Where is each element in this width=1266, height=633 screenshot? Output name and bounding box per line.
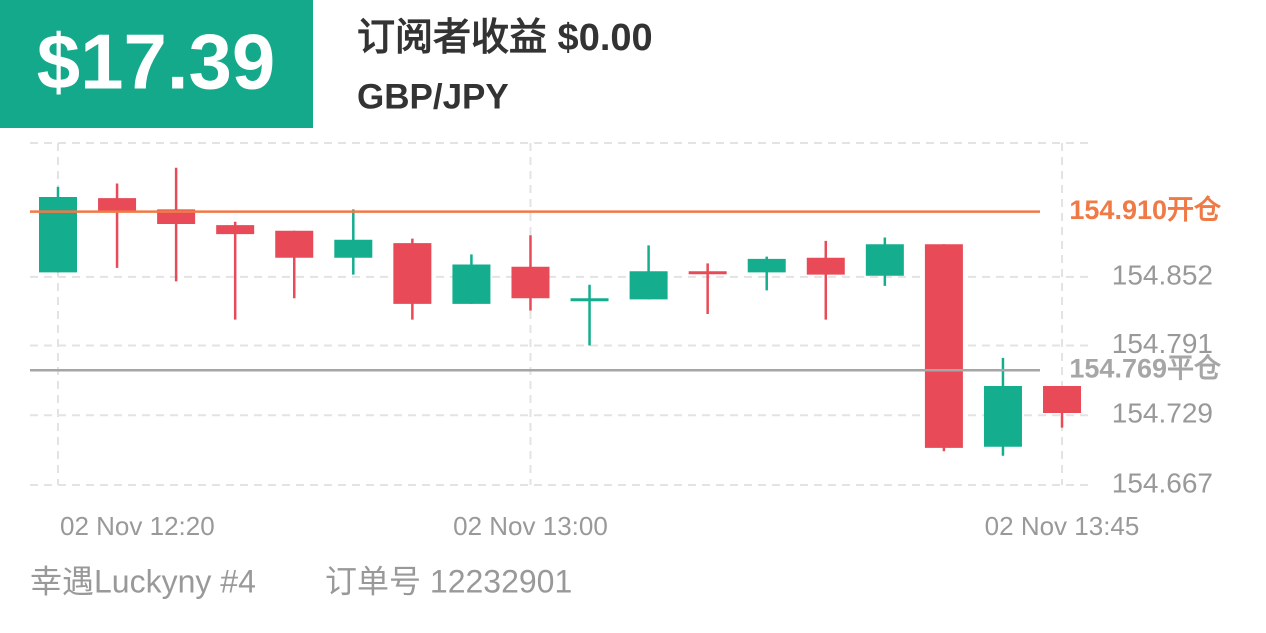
- close-line-label: 154.769平仓: [1069, 353, 1222, 383]
- user: 幸遇Luckyny #4: [30, 563, 256, 599]
- candle-body: [629, 271, 668, 300]
- x-tick-label: 02 Nov 13:00: [453, 511, 608, 541]
- candle-body: [865, 244, 904, 276]
- order: 订单号 12232901: [325, 563, 572, 599]
- title: 订阅者收益 $0.00: [357, 17, 653, 59]
- y-tick-label: 154.667: [1112, 467, 1213, 498]
- candle-body: [570, 298, 609, 302]
- candle-body: [275, 230, 314, 258]
- plot: 154.667 154.729 154.791 154.852 02 Nov 12:20…: [30, 143, 1222, 541]
- candle-body: [806, 257, 845, 275]
- pair: GBP/JPY: [357, 77, 509, 116]
- candle-body: [39, 197, 77, 273]
- x-tick-label: 02 Nov 12:20: [60, 511, 215, 541]
- candle-body: [334, 239, 373, 258]
- candle-body: [1043, 386, 1082, 413]
- candle-body: [452, 264, 491, 304]
- candle-body: [511, 266, 550, 299]
- y-tick-label: 154.852: [1112, 259, 1213, 290]
- profit-box: [0, 0, 313, 128]
- profit: $17.39: [37, 18, 276, 106]
- candle-body: [216, 225, 255, 235]
- candle-body: [157, 209, 196, 224]
- candle-body: [98, 198, 137, 212]
- x-tick-label: 02 Nov 13:45: [985, 511, 1140, 541]
- open-line-label: 154.910开仓: [1069, 195, 1222, 225]
- candle-body: [924, 244, 963, 448]
- candle-body: [747, 258, 786, 273]
- candle-body: [393, 243, 432, 304]
- y-tick-label: 154.791: [1112, 328, 1213, 359]
- candle-body: [688, 271, 727, 275]
- candle-body: [983, 386, 1022, 447]
- y-tick-label: 154.729: [1112, 398, 1213, 429]
